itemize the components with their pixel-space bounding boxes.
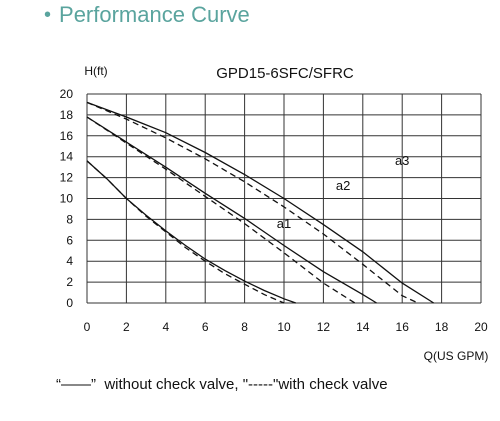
section-title: Performance Curve (59, 2, 250, 27)
x-tick-label: 4 (162, 320, 169, 334)
curve-label-a1: a1 (277, 216, 291, 231)
curve-label-a3: a3 (395, 153, 409, 168)
series-line-a1-solid (86, 160, 297, 304)
x-tick-label: 10 (277, 320, 291, 334)
series-line-a1-dashed (86, 160, 285, 304)
series-lines (86, 101, 435, 304)
tick-labels: 0 2 4 6 8 10 12 14 16 18 20 0 2 4 6 8 10 12 14 16 18 20 (60, 87, 488, 334)
bullet-icon: • (44, 4, 52, 26)
y-tick-label: 4 (66, 254, 73, 268)
x-tick-label: 12 (317, 320, 331, 334)
x-tick-label: 2 (123, 320, 130, 334)
curve-label-a2: a2 (336, 178, 350, 193)
series-line-a3-dashed (86, 101, 419, 304)
y-tick-label: 16 (60, 129, 74, 143)
y-axis-label: H(ft) (84, 64, 107, 78)
performance-chart: GPD15-6SFC/SFRC H(ft) Q(US GPM) 0 2 4 6 8 10 1… (60, 64, 489, 363)
y-tick-label: 20 (60, 87, 74, 101)
y-tick-label: 2 (66, 275, 73, 289)
y-tick-label: 6 (66, 233, 73, 247)
grid (86, 93, 482, 304)
y-tick-label: 0 (66, 296, 73, 310)
series-line-a2-solid (86, 116, 377, 304)
y-tick-label: 12 (60, 171, 74, 185)
curve-labels: a1 a2 a3 (277, 153, 410, 231)
y-tick-label: 8 (66, 212, 73, 226)
legend-note: “——” without check valve, "-----"with ch… (56, 376, 388, 393)
x-tick-label: 18 (435, 320, 449, 334)
chart-title: GPD15-6SFC/SFRC (216, 65, 354, 82)
series-line-a3-solid (86, 101, 435, 304)
x-axis-label: Q(US GPM) (424, 349, 489, 363)
x-tick-label: 8 (241, 320, 248, 334)
x-tick-label: 14 (356, 320, 370, 334)
x-tick-label: 6 (202, 320, 209, 334)
section-heading: • Performance Curve (44, 2, 250, 28)
y-tick-label: 10 (60, 192, 74, 206)
x-tick-label: 20 (474, 320, 488, 334)
y-tick-label: 18 (60, 108, 74, 122)
y-tick-label: 14 (60, 150, 74, 164)
x-tick-label: 0 (84, 320, 91, 334)
series-line-a2-dashed (86, 116, 356, 304)
x-tick-label: 16 (396, 320, 410, 334)
